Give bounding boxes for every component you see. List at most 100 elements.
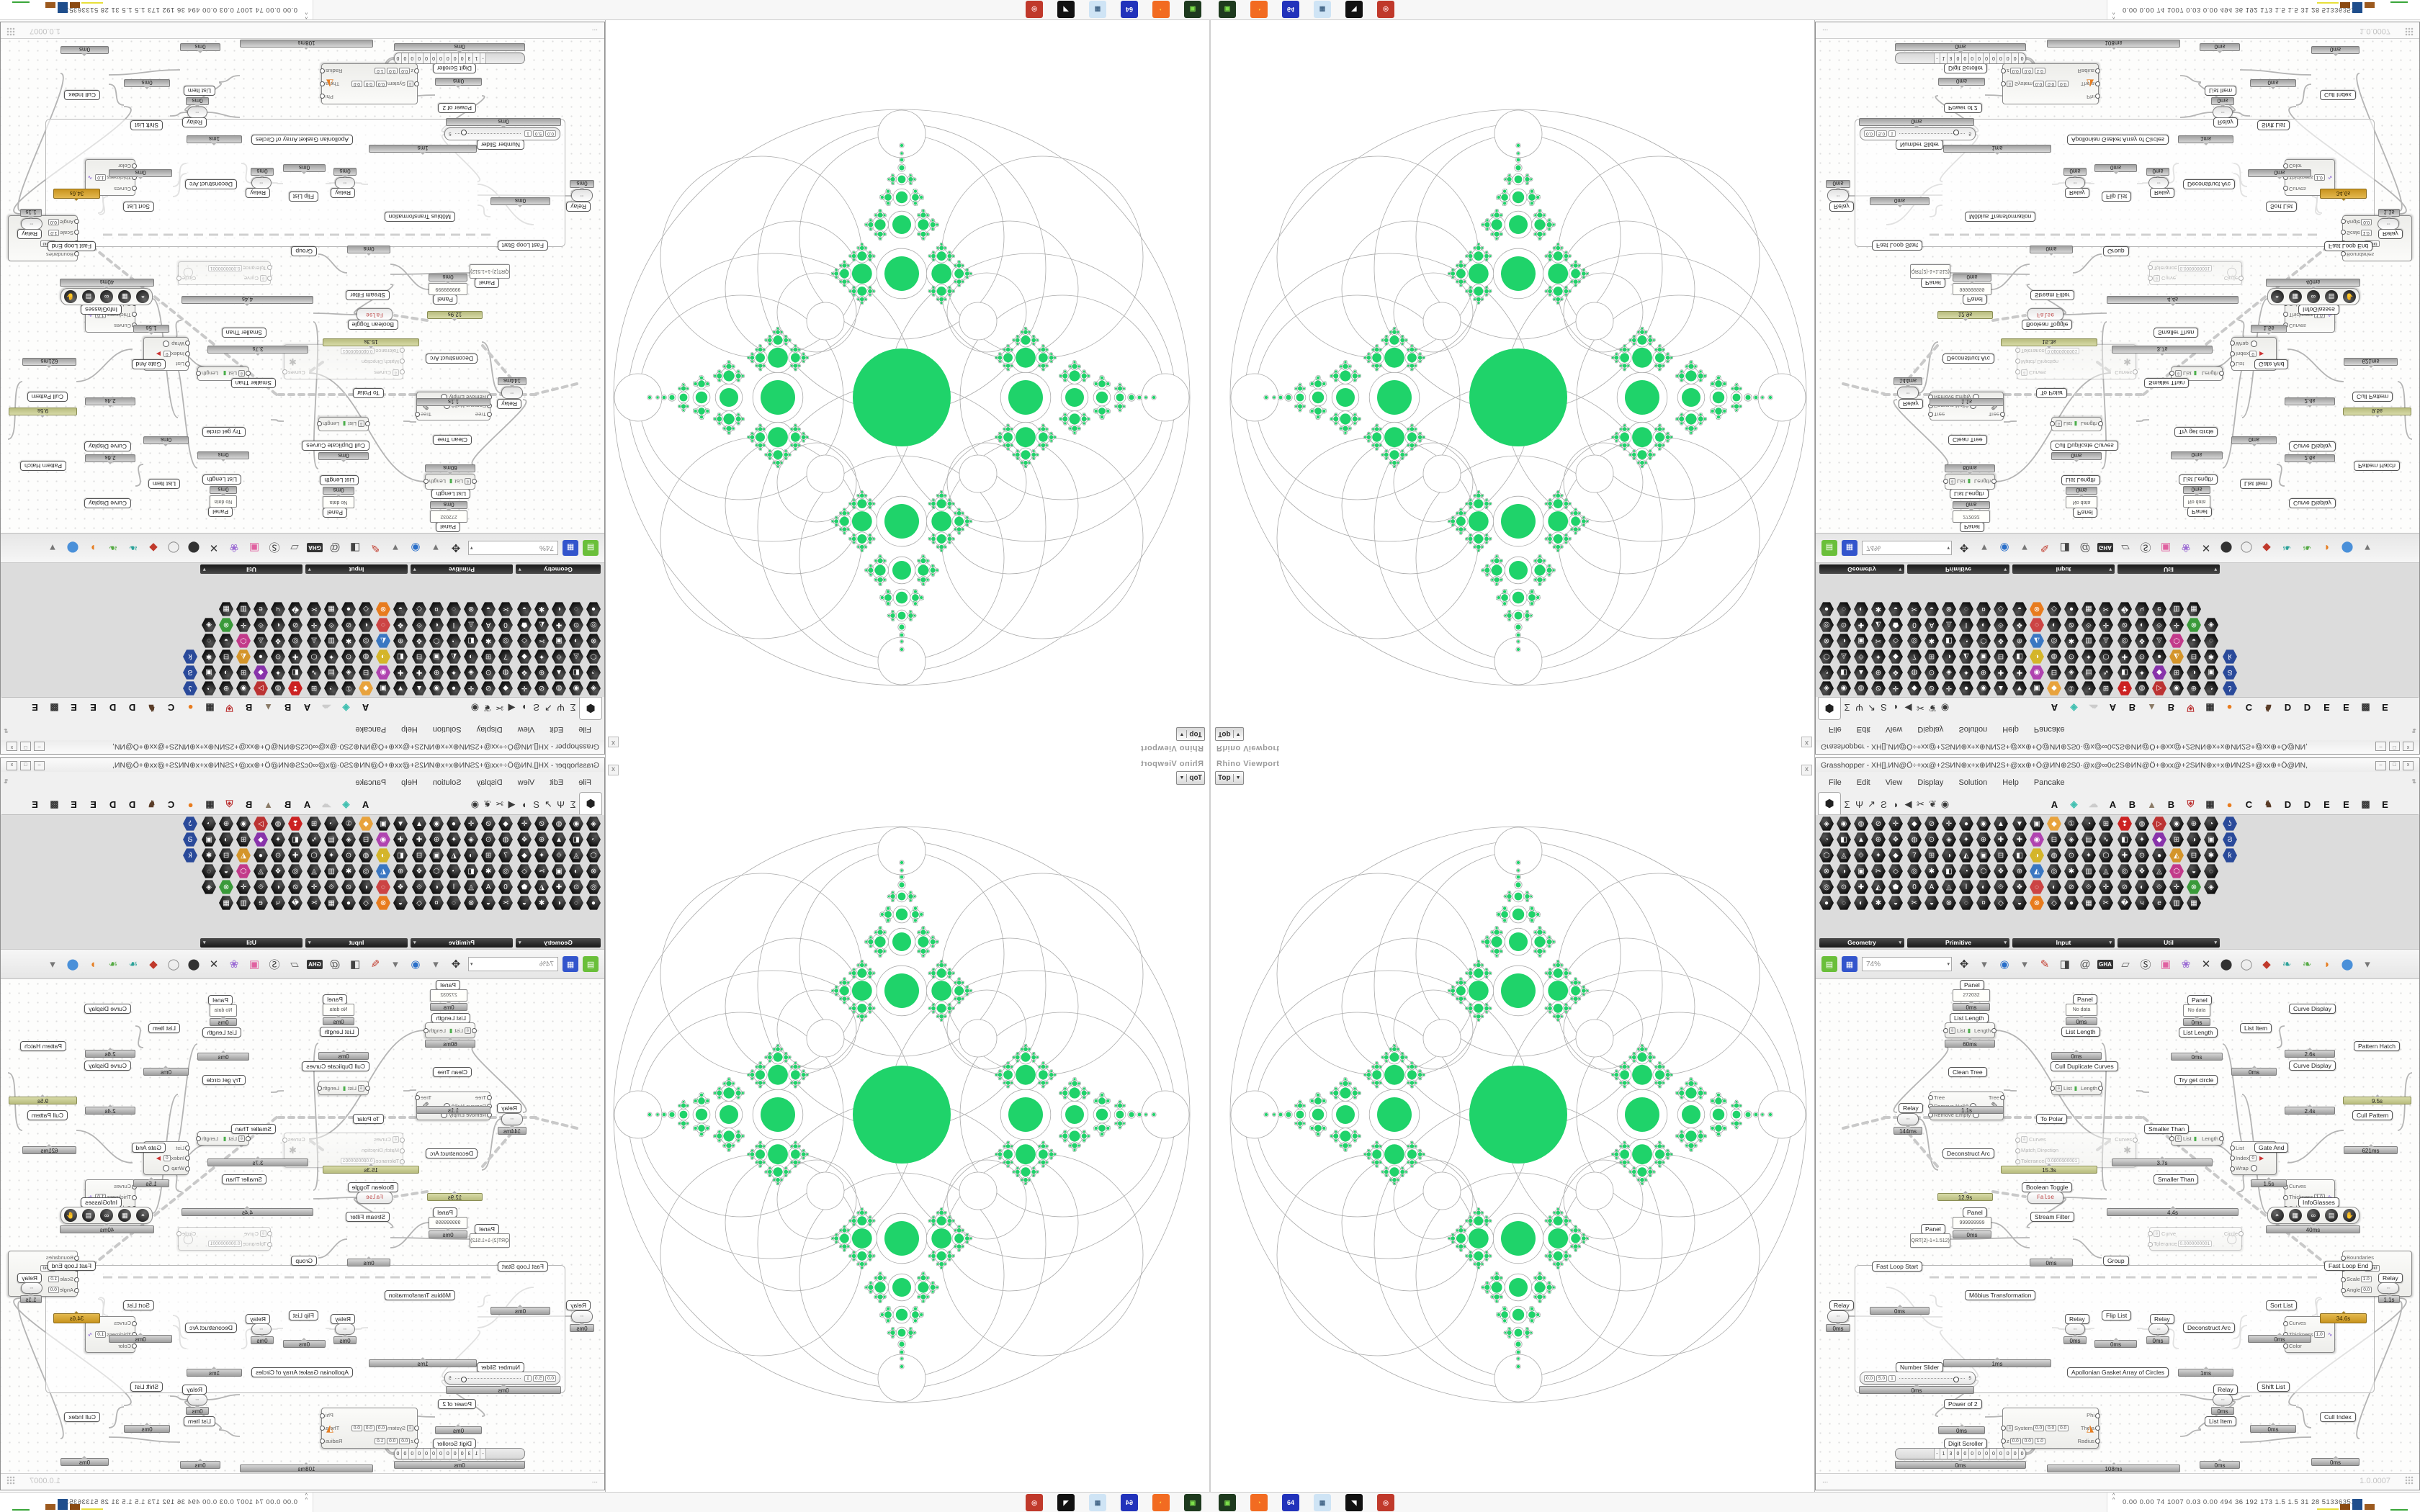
sketch-doc-icon[interactable]: ▱ — [2121, 541, 2130, 554]
palette-icon[interactable]: ⟐ — [412, 880, 426, 894]
palette-icon[interactable]: ⊙ — [2064, 848, 2079, 863]
input-port[interactable] — [2015, 1158, 2020, 1164]
palette-icon[interactable]: ◉ — [569, 816, 583, 831]
tab-addon-12[interactable]: D — [2284, 702, 2292, 713]
palette-icon[interactable]: ◧ — [1942, 634, 1956, 648]
tab-glyph-8[interactable]: ◉ — [470, 798, 480, 809]
palette-icon[interactable]: ⟐ — [412, 618, 426, 632]
palette-icon[interactable]: ✱ — [1924, 864, 1939, 878]
relay-node[interactable]: ◦◦ — [187, 1394, 207, 1405]
palette-icon[interactable]: ● — [447, 681, 461, 696]
palette-icon[interactable]: ◧ — [288, 665, 302, 680]
output-port[interactable] — [196, 371, 201, 376]
node-label-flip-list[interactable]: Flip List — [2102, 1310, 2132, 1320]
input-port[interactable] — [2341, 219, 2346, 225]
input-port[interactable] — [2230, 361, 2235, 366]
panel-value[interactable]: 999999999 — [429, 1217, 467, 1229]
tab-glyph-5[interactable]: ◀ — [508, 703, 516, 714]
node-label-boolean-toggle[interactable]: Boolean Toggle — [347, 320, 398, 330]
digit-cell[interactable]: 0 — [401, 1449, 409, 1459]
palette-icon[interactable]: ◌ — [447, 896, 461, 910]
digit-cell[interactable]: 0 — [2018, 1449, 2025, 1459]
palette-icon[interactable]: ◇ — [2047, 896, 2061, 910]
palette-label-primitive[interactable]: Primitive ▾ — [411, 564, 513, 574]
node-label-stream-filter[interactable]: Stream Filter — [346, 1212, 390, 1222]
palette-icon[interactable]: ▣ — [1976, 649, 1991, 664]
palette-icon[interactable]: ◬ — [2099, 864, 2113, 878]
palette-icon[interactable]: ✦ — [2081, 848, 2096, 863]
palette-icon[interactable]: ʖ — [183, 816, 197, 831]
palette-icon[interactable]: ◉ — [376, 665, 390, 680]
input-port[interactable] — [132, 1320, 137, 1326]
palette-icon[interactable]: ◧ — [2118, 832, 2132, 847]
palette-icon[interactable]: ◑ — [219, 665, 233, 680]
node-label-stream-filter[interactable]: Stream Filter — [2030, 1212, 2074, 1222]
palette-icon[interactable]: ● — [586, 896, 601, 910]
palette-icon[interactable]: ◉ — [429, 681, 444, 696]
maximize-button[interactable]: □ — [2389, 742, 2400, 751]
tab-addon-5[interactable]: ▲ — [264, 702, 273, 713]
tab-addon-10[interactable]: C — [167, 799, 175, 810]
palette-icon[interactable]: ✛ — [307, 880, 321, 894]
leaf-green-icon[interactable]: ❧ — [108, 958, 118, 971]
output-port[interactable] — [2133, 1137, 2138, 1143]
palette-icon[interactable]: ⊘ — [341, 880, 356, 894]
node-label-cull-index[interactable]: Cull Index — [64, 90, 100, 100]
node-label-relay[interactable]: Relay — [182, 117, 207, 127]
palette-icon[interactable]: ● — [341, 602, 356, 616]
palette-icon[interactable]: ▣ — [429, 649, 444, 664]
node-label-to-polar[interactable]: To Polar — [352, 1114, 384, 1124]
palette-icon[interactable]: ❖ — [517, 832, 532, 847]
palette-icon[interactable]: ◈ — [2064, 665, 2079, 680]
palette-icon[interactable]: ◐ — [359, 880, 373, 894]
dd-3-icon[interactable]: ▾ — [2365, 958, 2370, 971]
palette-icon[interactable]: ✂ — [307, 896, 321, 910]
menu-view[interactable]: View — [1885, 778, 1903, 787]
relay-node[interactable]: ◦◦ — [571, 189, 593, 202]
palette-icon[interactable]: ◒ — [1924, 896, 1939, 910]
palette-icon[interactable]: ◇ — [359, 602, 373, 616]
node-label-curve-display[interactable]: Curve Display — [84, 1061, 131, 1071]
node-label-list-item[interactable]: List Item — [183, 1416, 215, 1426]
dd-3-icon[interactable]: ▾ — [50, 958, 55, 971]
tab-addon-7[interactable]: ⛨ — [225, 798, 233, 809]
palette-icon[interactable]: A — [481, 618, 496, 632]
tab-addon-15[interactable]: E — [2343, 799, 2349, 810]
node-label-panel[interactable]: Panel — [433, 1207, 457, 1218]
taskbar-firefox-icon[interactable]: ◔ — [1250, 1494, 1268, 1511]
digit-cell[interactable]: 3 — [466, 1449, 473, 1459]
taskbar-calculator-icon[interactable]: ▦ — [1314, 1, 1331, 18]
node-label-pattern-hatch[interactable]: Pattern Hatch — [20, 1041, 66, 1051]
taskbar-firefox-icon[interactable]: ◔ — [1152, 1494, 1170, 1511]
palette-icon[interactable]: ◑ — [2030, 848, 2044, 863]
output-port[interactable] — [176, 275, 182, 281]
palette-icon[interactable]: ∿ — [2099, 665, 2113, 680]
palette-icon[interactable]: ● — [2152, 649, 2166, 664]
solid-toggle-icon[interactable]: ◨ — [349, 958, 361, 971]
palette-icon[interactable]: ◬ — [2152, 634, 2166, 648]
node-label-infoglasses[interactable]: InfoGlasses — [81, 1197, 122, 1207]
palette-icon[interactable]: ◑ — [464, 848, 478, 863]
tab-addon-0[interactable]: A — [2051, 702, 2058, 713]
digit-cell[interactable]: 0 — [1953, 1449, 1961, 1459]
tab-addon-9[interactable]: ● — [2226, 702, 2233, 713]
digit-cell[interactable]: 0 — [459, 53, 467, 63]
palette-icon[interactable]: ✛ — [464, 816, 478, 831]
slider-knob[interactable] — [1953, 130, 1960, 136]
palette-icon[interactable]: ✚ — [2118, 848, 2132, 863]
palette-icon[interactable]: ⬡ — [307, 848, 321, 863]
palette-icon[interactable]: ▤ — [2081, 665, 2096, 680]
scroll-arrows-icon[interactable]: ⇅ — [4, 778, 9, 785]
panel-value[interactable]: 999999999 — [1953, 1217, 1991, 1229]
palette-icon[interactable]: ◇ — [517, 864, 532, 878]
palette-icon[interactable]: ⊙ — [271, 848, 285, 863]
tab-glyph-1[interactable]: Ψ — [1855, 799, 1863, 810]
number-slider[interactable]: 0.0 5.0 1 5 — [1860, 127, 1976, 140]
tab-glyph-0[interactable]: Σ — [570, 702, 576, 713]
node-label-list-length[interactable]: List Length — [1950, 1013, 1989, 1023]
taskbar-calculator-icon[interactable]: ▦ — [1089, 1494, 1106, 1511]
node-label-list-length[interactable]: List Length — [2061, 475, 2100, 485]
tab-addon-13[interactable]: D — [109, 702, 117, 713]
digit-cell[interactable]: - — [1933, 53, 1940, 63]
palette-icon[interactable]: ✛ — [1942, 816, 1956, 831]
